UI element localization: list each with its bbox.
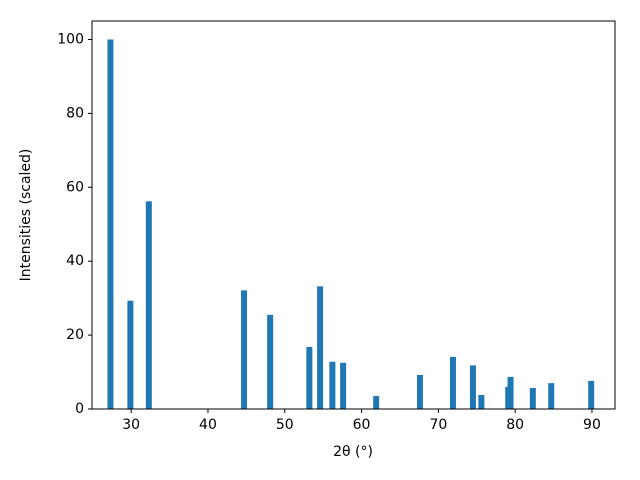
y-tick-label: 0	[75, 401, 84, 417]
y-tick-label: 80	[66, 105, 84, 121]
y-tick-label: 100	[57, 31, 84, 47]
x-tick-label: 60	[353, 417, 371, 433]
x-tick-label: 70	[429, 417, 447, 433]
bar	[107, 39, 114, 409]
y-tick-label: 40	[66, 253, 84, 269]
bar	[478, 394, 485, 409]
bar	[306, 346, 313, 409]
plot-frame	[91, 20, 616, 410]
bar	[127, 300, 134, 409]
bar	[588, 380, 595, 409]
bar	[241, 290, 248, 409]
bar	[469, 365, 476, 409]
bar	[416, 375, 423, 409]
bar	[267, 314, 274, 409]
x-tick-label: 30	[122, 417, 140, 433]
y-tick-label: 60	[66, 179, 84, 195]
bar	[145, 201, 152, 409]
bar	[548, 383, 555, 409]
x-axis-label: 2θ (°)	[333, 444, 373, 460]
bar	[529, 387, 536, 409]
bar	[507, 376, 514, 409]
bar	[373, 396, 380, 409]
x-tick-label: 40	[199, 417, 217, 433]
bar	[329, 361, 336, 409]
x-tick-label: 50	[276, 417, 294, 433]
bar	[317, 286, 324, 409]
bar	[449, 356, 456, 409]
x-tick-label: 80	[506, 417, 524, 433]
bar	[340, 362, 347, 409]
x-tick-label: 90	[583, 417, 601, 433]
y-axis-label: Intensities (scaled)	[18, 149, 34, 282]
y-tick-label: 20	[66, 327, 84, 343]
